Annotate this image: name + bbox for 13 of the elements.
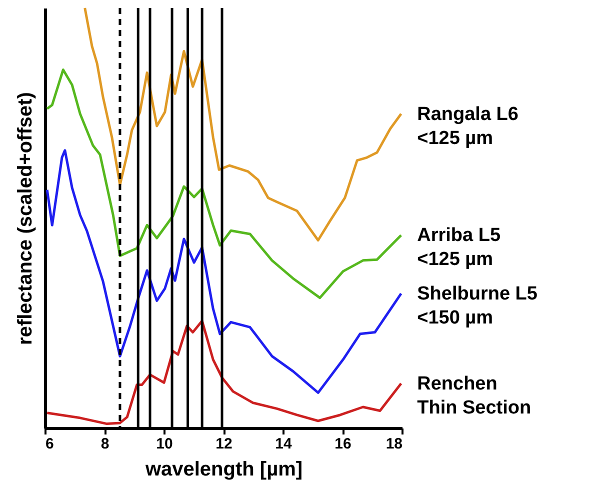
x-tick-label: 16	[334, 436, 352, 452]
series-label: Rangala L6 <125 µm	[417, 104, 518, 149]
x-tick-label: 14	[275, 436, 292, 452]
y-axis-title: reflectance (scaled+offset)	[14, 92, 36, 345]
x-tick-label: 12	[216, 436, 232, 452]
series-label: Renchen Thin Section	[417, 373, 532, 418]
x-axis-title: wavelength [µm]	[144, 458, 303, 480]
series-label: Arriba L5 <125 µm	[417, 225, 501, 270]
x-tick-label: 10	[156, 436, 173, 452]
x-tick-label: 18	[386, 436, 402, 452]
series-label: Shelburne L5 <150 µm	[417, 284, 538, 329]
x-tick-label: 6	[46, 436, 54, 452]
x-tick-label: 8	[100, 436, 110, 452]
